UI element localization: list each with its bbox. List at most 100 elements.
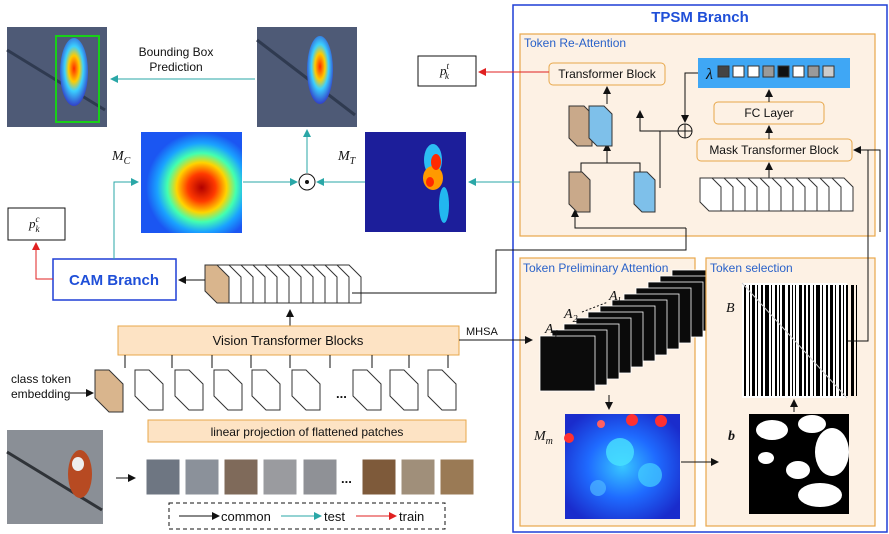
patch-token (213, 369, 243, 411)
b-bar (761, 285, 763, 396)
transformer-block (548, 62, 666, 86)
b-bar (822, 285, 823, 396)
input-dots: ... (336, 386, 347, 401)
b-bar (835, 285, 836, 396)
lambda-cell (792, 65, 805, 78)
pkc-box (7, 207, 66, 241)
bbox-prediction-label: Bounding Box Prediction (139, 45, 214, 74)
image-patch (223, 458, 259, 496)
arrow-mask-side (853, 146, 881, 232)
image-patch (184, 458, 220, 496)
token-selection-title: Token selection (710, 261, 793, 275)
b-bar (782, 285, 785, 396)
b-bar (752, 285, 755, 396)
b-bar (843, 285, 844, 396)
patch-token (134, 369, 164, 411)
b-bar (775, 285, 777, 396)
patch-dots: ... (341, 471, 352, 486)
class-token (94, 369, 124, 413)
mask-token (699, 177, 722, 212)
image-patch (145, 458, 181, 496)
al-label: Al (608, 289, 621, 307)
b-bar (757, 285, 758, 396)
arrow-to-mask-block (659, 130, 678, 188)
b-bar (779, 285, 780, 396)
b-bar (839, 285, 841, 396)
legend-train: train (399, 509, 424, 524)
mm-heatmap (565, 414, 680, 519)
token-re-attention-title: Token Re-Attention (524, 36, 626, 50)
image-patch (361, 458, 397, 496)
mask-transformer-label: Mask Transformer Block (709, 143, 839, 157)
mhsa-label: MHSA (466, 326, 498, 338)
pkt-label: pt k (439, 61, 450, 81)
b-mask-blobs (756, 415, 849, 507)
patch-token (389, 369, 419, 411)
image-patch (400, 458, 436, 496)
patch-token (427, 369, 457, 411)
cam-branch-label: CAM Branch (69, 272, 159, 289)
linear-projection-label: linear projection of flattened patches (211, 425, 404, 439)
lambda-cell (777, 65, 790, 78)
mt-hotspot (423, 144, 449, 223)
patch-token (251, 369, 281, 411)
patch-token (352, 369, 382, 411)
image-patch (262, 458, 298, 496)
b-matrix-barcode (744, 285, 857, 396)
lambda-cell (762, 65, 775, 78)
b-bar (808, 285, 810, 396)
lambda-cells (717, 65, 835, 78)
vit-label: Vision Transformer Blocks (213, 333, 364, 348)
arrow-b-to-mask-transformer (848, 150, 869, 342)
transformer-block-label: Transformer Block (558, 67, 657, 81)
tpsm-branch-title: TPSM Branch (651, 9, 749, 26)
lambda-cell (807, 65, 820, 78)
input-token-row (94, 355, 457, 413)
mask-transformer-block (696, 138, 853, 162)
vision-transformer-blocks (117, 325, 460, 356)
b-bar (792, 285, 793, 396)
b-bar (799, 285, 802, 396)
b-bar (765, 285, 769, 396)
mt-heatmap (365, 132, 466, 232)
patch-token (291, 369, 321, 411)
mm-hotspots (564, 414, 667, 496)
b-bar (749, 285, 750, 396)
b-matrix-label: B (726, 301, 735, 316)
lambda-cell (732, 65, 745, 78)
fc-layer-label: FC Layer (744, 106, 793, 120)
b-bar (804, 285, 806, 396)
pkc-label: pc k (28, 214, 41, 234)
arrow-re-attention-input (571, 209, 686, 229)
arrow-cam-to-mc (113, 178, 139, 259)
cam-branch-box (52, 258, 177, 301)
mc-label: MC (111, 149, 131, 167)
image-patch (302, 458, 338, 496)
b-bar (826, 285, 828, 396)
image-patches (145, 458, 475, 496)
pkt-box (417, 55, 477, 87)
lambda-cell (822, 65, 835, 78)
mc-heatmap (141, 132, 242, 233)
b-bar (788, 285, 790, 396)
arrow-cam-to-pkc (32, 242, 53, 280)
arrow-tokens-to-tpsm (352, 228, 687, 294)
b-bar (830, 285, 833, 396)
class-token-label: class token embedding (11, 372, 71, 401)
b-bar (744, 285, 746, 396)
output-token-sequence (204, 264, 362, 304)
mm-label: Mm (533, 429, 553, 447)
lambda-cell (747, 65, 760, 78)
b-bar (771, 285, 772, 396)
token-preliminary-attention-title: Token Preliminary Attention (523, 261, 668, 275)
output-token (204, 264, 230, 304)
b-bar (795, 285, 796, 396)
attention-maps-stack (539, 269, 728, 392)
b-bar (813, 285, 814, 396)
linear-projection (147, 419, 467, 443)
arrow-split-tokens (580, 162, 641, 175)
a2-label: A2 (563, 307, 578, 325)
patch-token (174, 369, 204, 411)
image-patch (439, 458, 475, 496)
